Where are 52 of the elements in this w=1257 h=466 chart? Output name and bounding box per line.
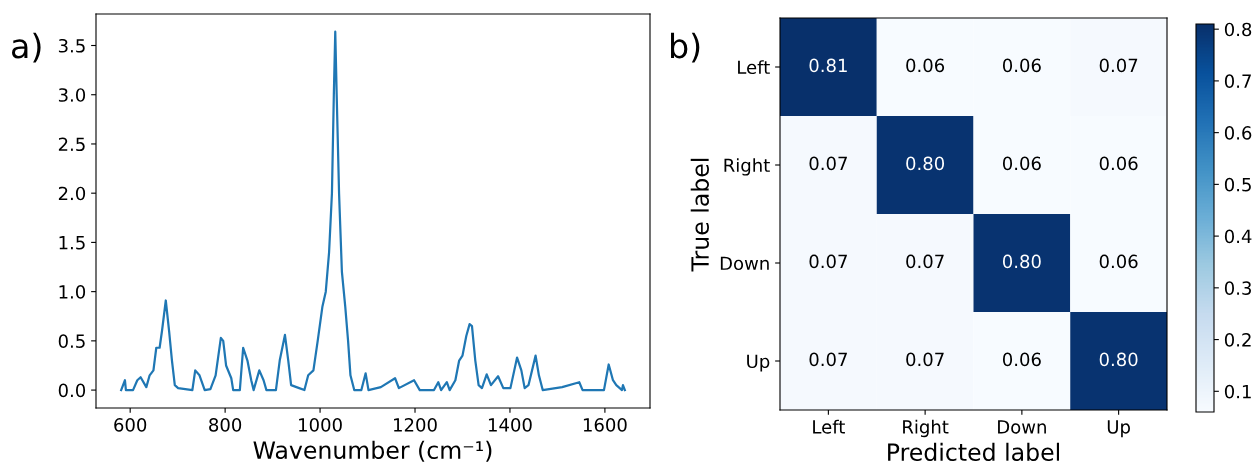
y-tick-label: 2.5 [58,137,85,152]
data-label: 0.07 [809,254,847,269]
color-bar-label: 0.7 [1224,74,1251,89]
color-bar-label: 0.4 [1224,229,1252,244]
x-tick-label: Down [998,420,1046,434]
x-tick-label: 1200 [394,418,437,432]
data-label: 0.80 [1002,254,1041,269]
y-tick-label: 3.5 [58,38,85,53]
data-label: 0.06 [1002,58,1041,73]
color-bar-label: 0.8 [1224,22,1252,37]
x-tick-label: 1600 [583,418,627,432]
data-label: 0.81 [809,58,847,73]
x-tick-label: 800 [209,418,242,432]
data-label: 0.07 [1099,58,1138,73]
y-tick-label: 1.0 [59,285,86,299]
y-axis-title: True label [690,158,709,272]
y-tick-label: 3.0 [58,88,86,102]
data-label: 0.07 [809,352,847,367]
y-tick-label: 2.0 [58,186,86,201]
data-label: 0.06 [1099,156,1138,171]
y-tick-label: 0.5 [58,334,85,348]
x-tick-label: 1400 [488,418,532,432]
data-label: 0.80 [906,156,945,171]
text: a) [12,32,41,63]
data-label: 0.06 [1002,352,1041,367]
data-label: 0.06 [1099,254,1138,269]
color-bar-label: 0.1 [1224,384,1251,399]
y-tick-label: 0.0 [58,383,86,398]
y-tick-label: Right [724,158,770,176]
x-axis-title: Wavenumber (cm⁻¹) [253,440,492,462]
x-tick-label: Left [813,419,845,434]
x-tick-label: 600 [114,418,147,432]
x-tick-label: Right [903,419,949,438]
y-tick-label: Down [720,256,769,271]
y-tick-label: 1.5 [59,236,85,250]
y-tick-label: Left [738,60,770,75]
x-tick-label: Up [1107,420,1130,438]
data-label: 0.07 [906,352,944,367]
data-label: 0.06 [1002,156,1041,171]
text: b) [671,32,700,63]
line-series [120,30,626,392]
y-tick-label: Up [747,354,770,372]
x-axis-title: Predicted label [888,442,1059,462]
color-bar-label: 0.2 [1224,333,1251,347]
data-label: 0.06 [906,58,945,73]
color-bar-label: 0.6 [1224,126,1252,140]
color-bar-label: 0.3 [1224,281,1251,295]
x-tick-label: 1000 [299,418,342,432]
data-label: 0.07 [809,156,847,171]
data-label: 0.80 [1099,352,1138,367]
color-bar-label: 0.5 [1224,177,1251,192]
data-label: 0.07 [906,254,944,269]
